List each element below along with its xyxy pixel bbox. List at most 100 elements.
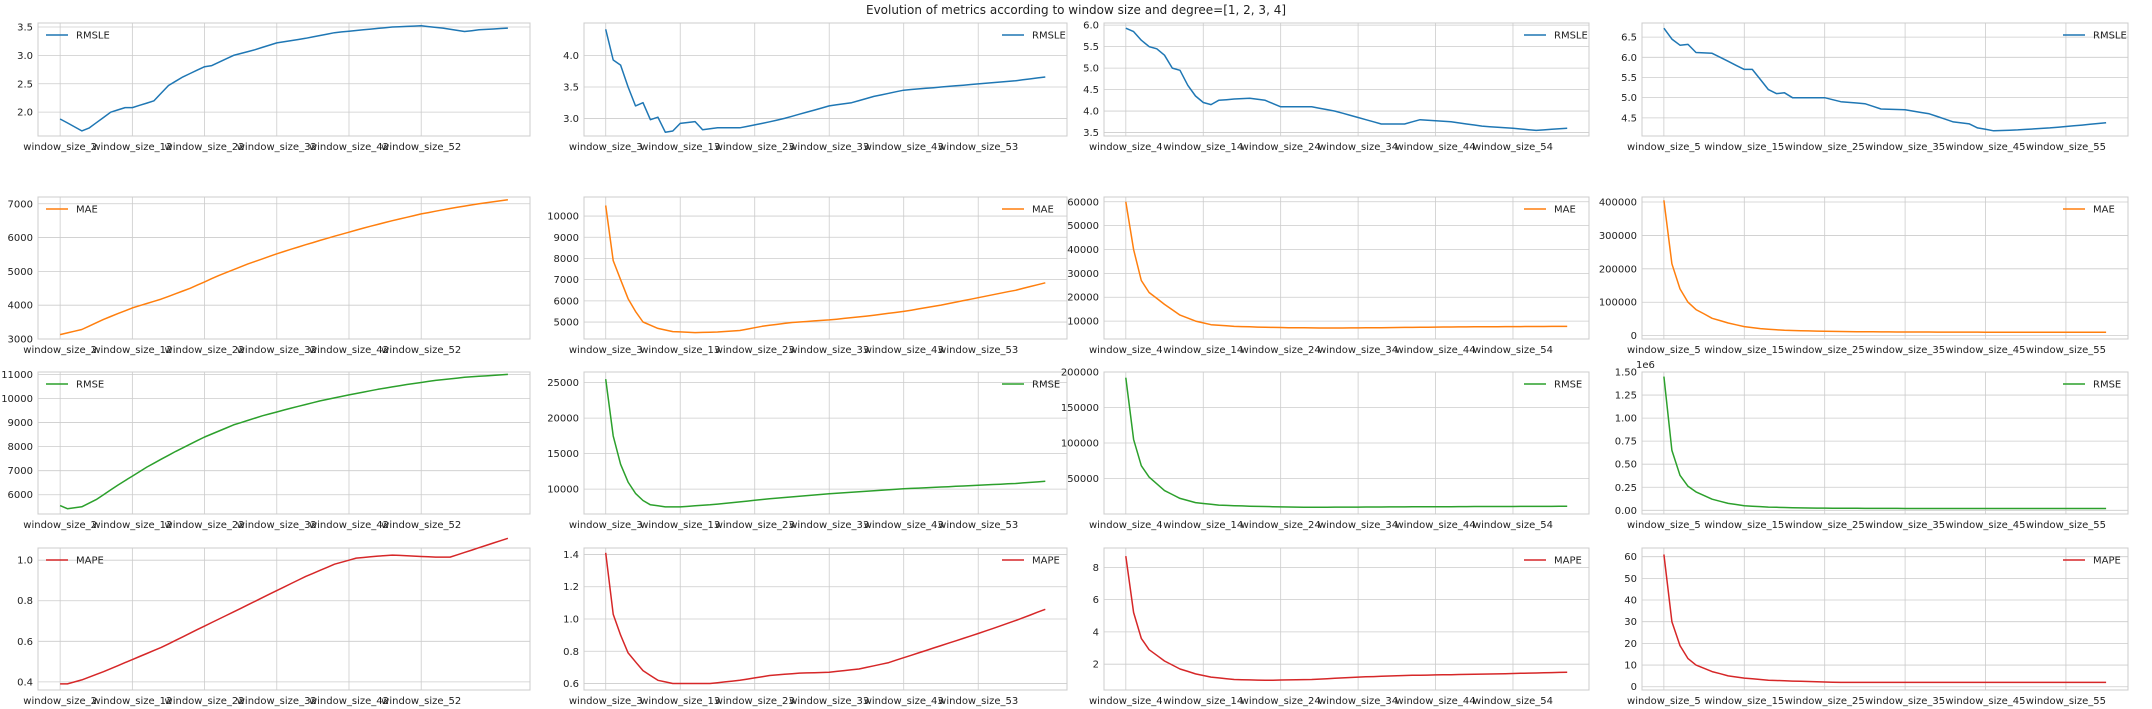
subplot-rmse-2: window_size_3window_size_13window_size_2… bbox=[547, 371, 1068, 531]
legend-label: MAE bbox=[76, 205, 98, 216]
x-tick-label: window_size_53 bbox=[938, 696, 1018, 707]
x-tick-label: window_size_32 bbox=[237, 520, 317, 531]
x-tick-label: window_size_23 bbox=[715, 696, 795, 707]
x-tick-label: window_size_43 bbox=[864, 142, 944, 153]
legend-label: RMSE bbox=[1032, 380, 1060, 391]
x-tick-label: window_size_54 bbox=[1473, 142, 1553, 153]
x-tick-label: window_size_22 bbox=[165, 696, 245, 707]
x-tick-label: window_size_14 bbox=[1163, 345, 1243, 356]
x-tick-label: window_size_2 bbox=[23, 520, 97, 531]
x-tick-label: window_size_4 bbox=[1089, 345, 1163, 356]
x-tick-label: window_size_35 bbox=[1865, 520, 1945, 531]
x-tick-label: window_size_14 bbox=[1163, 520, 1243, 531]
x-tick-label: window_size_53 bbox=[938, 142, 1018, 153]
x-tick-label: window_size_55 bbox=[2026, 696, 2106, 707]
x-tick-label: window_size_32 bbox=[237, 345, 317, 356]
x-tick-label: window_size_52 bbox=[381, 696, 461, 707]
y-tick-label: 6 bbox=[1093, 595, 1099, 606]
y-tick-label: 8 bbox=[1093, 563, 1099, 574]
x-tick-label: window_size_15 bbox=[1704, 696, 1784, 707]
y-tick-label: 4.5 bbox=[1083, 85, 1099, 96]
x-tick-label: window_size_3 bbox=[569, 520, 643, 531]
y-tick-label: 300000 bbox=[1599, 231, 1637, 242]
y-tick-label: 1.0 bbox=[563, 615, 579, 626]
y-tick-label: 4.0 bbox=[563, 51, 579, 62]
x-tick-label: window_size_54 bbox=[1473, 520, 1553, 531]
x-tick-label: window_size_45 bbox=[1945, 345, 2025, 356]
x-tick-label: window_size_55 bbox=[2026, 142, 2106, 153]
x-tick-label: window_size_2 bbox=[23, 696, 97, 707]
y-tick-label: 0.6 bbox=[17, 637, 33, 648]
x-tick-label: window_size_13 bbox=[640, 142, 720, 153]
plot-area bbox=[583, 196, 1068, 340]
subplot-mape-3: window_size_4 window_size_14window_size_2… bbox=[1089, 547, 1590, 707]
y-offset-label: 1e6 bbox=[1636, 360, 1655, 371]
x-tick-label: window_size_55 bbox=[2026, 520, 2106, 531]
y-tick-label: 9000 bbox=[8, 418, 33, 429]
y-tick-label: 8000 bbox=[8, 442, 33, 453]
y-tick-label: 3.5 bbox=[563, 83, 579, 94]
y-tick-label: 6000 bbox=[554, 296, 579, 307]
y-tick-label: 40000 bbox=[1067, 245, 1099, 256]
x-tick-label: window_size_13 bbox=[640, 345, 720, 356]
x-tick-label: window_size_52 bbox=[381, 520, 461, 531]
y-tick-label: 30 bbox=[1624, 617, 1637, 628]
y-tick-label: 1.2 bbox=[563, 582, 579, 593]
y-tick-label: 0.6 bbox=[563, 679, 579, 690]
x-tick-label: window_size_15 bbox=[1704, 345, 1784, 356]
x-tick-label: window_size_13 bbox=[640, 696, 720, 707]
subplot-rmsle-1: window_size_2window_size_12window_size_2… bbox=[17, 22, 531, 153]
plot-area bbox=[1641, 196, 2129, 340]
legend-label: RMSE bbox=[2093, 380, 2121, 391]
plot-area bbox=[37, 22, 531, 137]
x-tick-label: window_size_52 bbox=[381, 142, 461, 153]
y-tick-label: 150000 bbox=[1061, 403, 1099, 414]
y-tick-label: 20000 bbox=[547, 414, 579, 425]
x-tick-label: window_size_43 bbox=[864, 520, 944, 531]
x-tick-label: window_size_55 bbox=[2026, 345, 2106, 356]
x-tick-label: window_size_33 bbox=[789, 142, 869, 153]
x-tick-label: window_size_24 bbox=[1241, 345, 1321, 356]
x-tick-label: window_size_33 bbox=[789, 345, 869, 356]
legend-label: MAPE bbox=[76, 556, 104, 567]
y-tick-label: 6.0 bbox=[1083, 21, 1099, 32]
x-tick-label: window_size_42 bbox=[309, 345, 389, 356]
y-tick-label: 0.50 bbox=[1615, 460, 1637, 471]
plot-area bbox=[1641, 22, 2129, 137]
x-tick-label: window_size_54 bbox=[1473, 345, 1553, 356]
y-tick-label: 10000 bbox=[1, 394, 33, 405]
x-tick-label: window_size_15 bbox=[1704, 520, 1784, 531]
y-tick-label: 3.5 bbox=[17, 22, 33, 33]
y-tick-label: 6000 bbox=[8, 233, 33, 244]
plot-area bbox=[1103, 547, 1590, 691]
y-tick-label: 200000 bbox=[1061, 368, 1099, 379]
y-tick-label: 2.5 bbox=[17, 79, 33, 90]
y-tick-label: 60 bbox=[1624, 552, 1637, 563]
y-tick-label: 5000 bbox=[554, 318, 579, 329]
y-tick-label: 0 bbox=[1631, 682, 1637, 693]
legend-label: MAPE bbox=[1554, 556, 1582, 567]
x-tick-label: window_size_54 bbox=[1473, 696, 1553, 707]
y-tick-label: 7000 bbox=[554, 275, 579, 286]
y-tick-label: 6.0 bbox=[1621, 53, 1637, 64]
legend-label: MAPE bbox=[1032, 556, 1060, 567]
plot-area bbox=[583, 22, 1068, 137]
y-tick-label: 30000 bbox=[1067, 269, 1099, 280]
x-tick-label: window_size_34 bbox=[1318, 142, 1398, 153]
x-tick-label: window_size_44 bbox=[1396, 345, 1476, 356]
x-tick-label: window_size_3 bbox=[569, 142, 643, 153]
legend-label: RMSLE bbox=[1032, 31, 1066, 42]
y-tick-label: 25000 bbox=[547, 378, 579, 389]
x-tick-label: window_size_53 bbox=[938, 520, 1018, 531]
x-tick-label: window_size_23 bbox=[715, 142, 795, 153]
x-tick-label: window_size_14 bbox=[1163, 696, 1243, 707]
x-tick-label: window_size_22 bbox=[165, 345, 245, 356]
series-line-mape bbox=[1125, 555, 1568, 682]
subplot-rmse-4: window_size_5 window_size_15 window_size_2… bbox=[1615, 360, 2129, 531]
x-tick-label: window_size_32 bbox=[237, 696, 317, 707]
x-tick-label: window_size_35 bbox=[1865, 142, 1945, 153]
y-tick-label: 5.5 bbox=[1621, 73, 1637, 84]
x-tick-label: window_size_22 bbox=[165, 520, 245, 531]
plot-area bbox=[37, 371, 531, 515]
y-tick-label: 50000 bbox=[1067, 474, 1099, 485]
